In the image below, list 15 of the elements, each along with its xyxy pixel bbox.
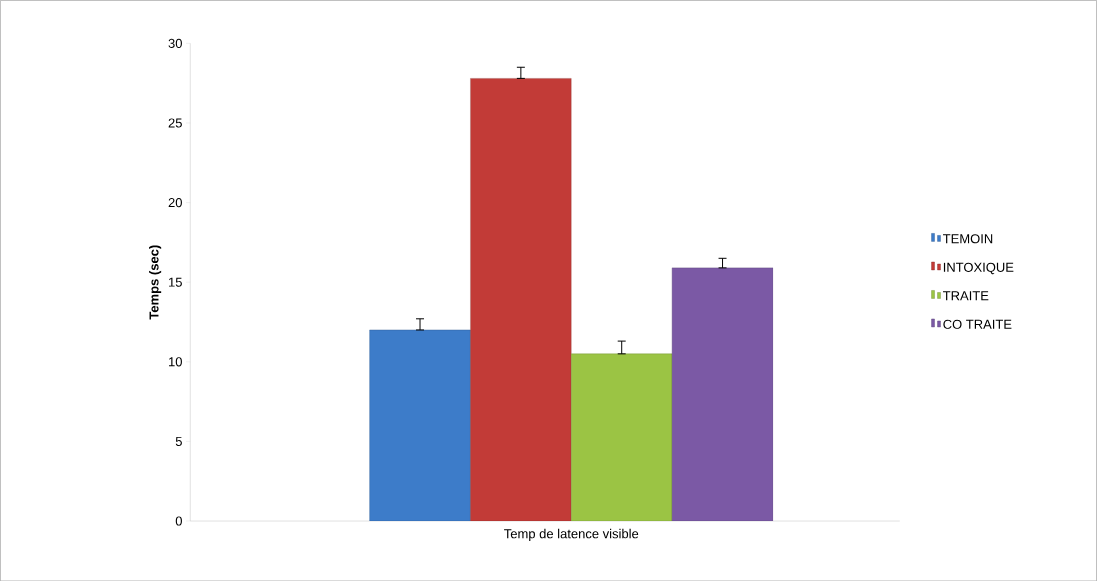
y-tick-label: 0 — [175, 516, 182, 526]
y-tick-label: 10 — [169, 357, 182, 367]
y-tick-label: 15 — [169, 277, 182, 287]
legend-label: TRAITE — [943, 291, 989, 300]
y-tick-label: 25 — [168, 118, 182, 128]
bar — [369, 329, 471, 521]
y-tick-label: 5 — [175, 436, 182, 446]
legend-label: TEMOIN — [943, 233, 993, 244]
legend-label: CO TRAITE — [943, 319, 1012, 329]
y-axis-title: Temps (sec) — [149, 245, 162, 320]
y-tick-label: 20 — [168, 197, 182, 207]
legend-label: INTOXIQUE — [943, 262, 1014, 275]
bar — [571, 353, 673, 521]
x-tick-label: Temp de latence visible — [504, 528, 639, 541]
y-tick-label: 30 — [168, 38, 182, 48]
